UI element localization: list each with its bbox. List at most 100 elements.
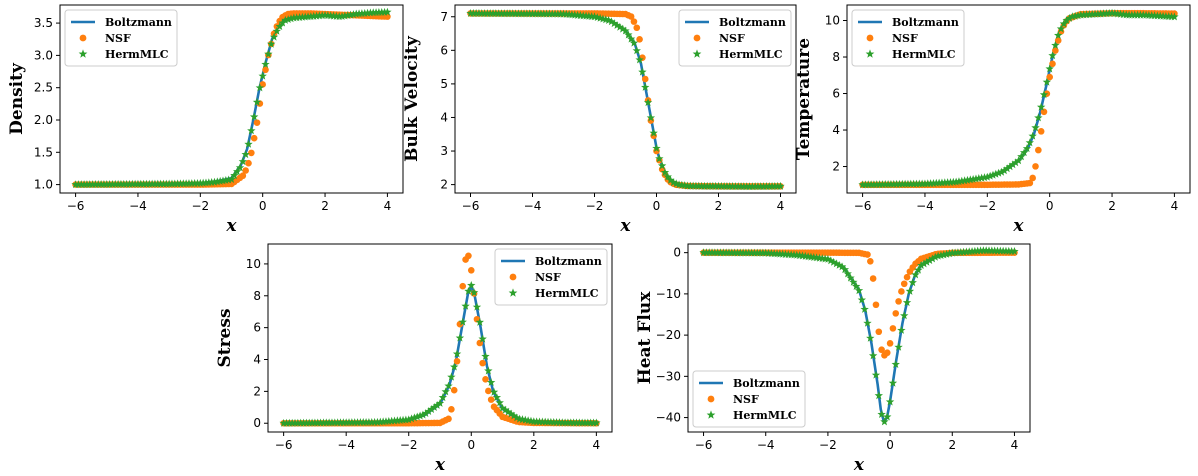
plot-3-hermmlc-point — [1022, 144, 1032, 153]
plot-5-hermmlc-point — [883, 412, 892, 421]
plot-3-hermmlc-point — [929, 178, 938, 187]
plot-5-x-tick-label: −2 — [819, 438, 837, 452]
plot-2-hermmlc-point — [638, 67, 647, 76]
plot-1-hermmlc-point — [247, 126, 256, 135]
plot-5-nsf-point — [869, 275, 877, 282]
plot-4-hermmlc-point — [469, 288, 479, 297]
plot-3-hermmlc-point — [923, 179, 932, 188]
plot-1-hermmlc-point — [224, 175, 233, 184]
plot-3-hermmlc-point — [1025, 138, 1035, 147]
plot-4-x-tick-label: −2 — [400, 438, 418, 452]
plot-1-hermmlc-point — [346, 10, 355, 19]
plot-1-hermmlc-point — [249, 112, 259, 121]
plot-3-x-tick-label: 4 — [1171, 199, 1179, 213]
plot-4-hermmlc-point — [373, 417, 382, 426]
plot-1-hermmlc-point — [264, 49, 273, 58]
plot-2-legend-circle-swatch — [693, 34, 701, 42]
plot-5-x-tick-label: −4 — [757, 438, 775, 452]
plot-4-hermmlc-point — [452, 349, 462, 358]
plot-5-y-tick-label: −30 — [656, 369, 681, 383]
plot-3-nsf-point — [1037, 128, 1045, 135]
plot-3-legend-label: Boltzmann — [892, 16, 959, 29]
plot-1-hermmlc-point — [315, 11, 324, 20]
plot-3-hermmlc-point — [1071, 11, 1080, 20]
plot-5-nsf-point — [903, 273, 911, 281]
plot-3-nsf-point — [1052, 47, 1059, 54]
plot-1-x-tick-label: −2 — [191, 199, 209, 213]
plot-5-hermmlc-point — [1010, 247, 1019, 255]
plot-3-hermmlc-point — [1105, 8, 1114, 17]
plot-1-hermmlc-point — [213, 177, 222, 186]
plot-1-y-tick-label: 2.5 — [34, 81, 53, 95]
plot-2-hermmlc-point — [663, 172, 672, 181]
plot-1-nsf-point — [245, 159, 252, 167]
plot-3-hermmlc-point — [1028, 131, 1037, 140]
plot-3-hermmlc-point — [1000, 166, 1009, 175]
plot-1-hermmlc-point — [363, 8, 372, 17]
plot-5-nsf-point — [872, 301, 880, 309]
plot-3-hermmlc-point — [1102, 9, 1111, 18]
plot-1-hermmlc-point — [210, 177, 219, 186]
plot-3-hermmlc-point — [1031, 123, 1040, 132]
plot-3-nsf-point — [1035, 146, 1042, 154]
plot-3-hermmlc-point — [1065, 13, 1074, 22]
plot-5-y-axis-label: Heat Flux — [635, 291, 655, 385]
plot-4-hermmlc-point — [393, 416, 402, 425]
plot-2-legend-star-swatch — [692, 49, 702, 58]
plot-5-nsf-point — [867, 257, 874, 265]
plot-3-hermmlc-point — [951, 177, 961, 186]
plot-1-hermmlc-point — [204, 178, 214, 187]
plot-1-hermmlc-point — [301, 12, 310, 21]
plot-5-x-axis-label: x — [853, 455, 865, 475]
plot-2-y-tick-label: 2 — [440, 178, 448, 192]
plot-5-hermmlc-point — [843, 269, 852, 278]
plot-1-nsf-point — [248, 149, 255, 157]
plot-3-hermmlc-point — [1099, 9, 1108, 18]
plot-3-hermmlc-point — [997, 167, 1006, 176]
plot-1-hermmlc-point — [244, 139, 253, 148]
plot-4-nsf-point — [453, 357, 461, 365]
plot-1-hermmlc-point — [227, 175, 236, 183]
plot-1-y-tick-label: 3.5 — [34, 16, 53, 30]
plot-3-nsf-point — [1029, 174, 1036, 182]
plot-4-nsf-point — [485, 387, 492, 395]
plot-1-y-tick-label: 2.0 — [34, 113, 53, 127]
plot-1-legend-label: NSF — [105, 32, 131, 45]
plot-3-hermmlc-point — [1054, 30, 1063, 39]
plot-2-nsf-point — [630, 18, 638, 25]
plot-3-hermmlc-point — [985, 171, 995, 180]
plot-3-hermmlc-point — [1048, 51, 1057, 60]
plot-3-hermmlc-point — [1068, 12, 1077, 21]
plot-1-hermmlc-point — [292, 13, 301, 22]
plot-1-hermmlc-point — [261, 59, 270, 68]
plot-5-hermmlc-point — [936, 251, 946, 260]
plot-4-y-tick-label: 2 — [253, 384, 261, 398]
plot-1-hermmlc-point — [232, 167, 242, 176]
plot-2-hermmlc-point — [655, 154, 664, 163]
plot-1-legend-circle-swatch — [79, 34, 87, 42]
plot-5-hermmlc-point — [829, 257, 838, 266]
plot-3-hermmlc-point — [1082, 10, 1091, 19]
plot-1-x-tick-label: −4 — [129, 199, 147, 213]
plot-3-hermmlc-point — [983, 172, 992, 181]
plot-2-hermmlc-point — [612, 20, 622, 29]
plot-1-hermmlc-point — [284, 15, 293, 24]
plot-4-hermmlc-point — [498, 403, 507, 412]
plot-2-legend-label: NSF — [719, 32, 745, 45]
plot-2-hermmlc-point — [618, 24, 627, 33]
plot-1-nsf-point — [259, 81, 266, 88]
plot-5-hermmlc-point — [885, 397, 895, 406]
plot-4-hermmlc-point — [376, 417, 385, 426]
plot-1-legend: Boltzmann NSF HermMLC — [64, 9, 178, 67]
plot-1-nsf-point — [239, 172, 247, 180]
plot-4-hermmlc-point — [418, 410, 428, 419]
plot-5-hermmlc-point — [959, 247, 968, 256]
plot-3-legend-circle-swatch — [866, 34, 874, 42]
plot-1-hermmlc-point — [196, 178, 205, 187]
plot-4-hermmlc-point — [424, 407, 433, 415]
plot-5-legend-star-swatch — [706, 410, 716, 419]
plot-2-nsf-point — [641, 75, 649, 83]
plot-5-hermmlc-point — [846, 273, 855, 282]
plot-1-hermmlc-point — [306, 12, 316, 21]
plot-3-hermmlc-point — [1014, 156, 1023, 165]
